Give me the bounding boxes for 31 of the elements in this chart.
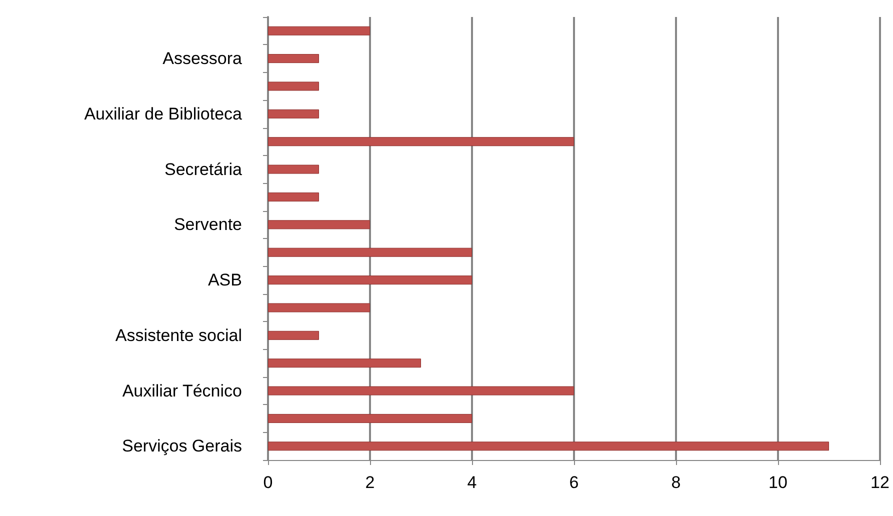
y-tick-label: Auxiliar Técnico xyxy=(122,381,242,400)
x-tick-label: 10 xyxy=(768,473,788,492)
x-tick-label: 8 xyxy=(671,473,681,492)
y-tick-label: Serviços Gerais xyxy=(122,436,242,456)
x-tick-label: 0 xyxy=(263,473,273,492)
bar xyxy=(268,386,574,396)
bar xyxy=(268,248,472,257)
bar xyxy=(268,442,829,451)
y-tick-label: Auxiliar de Biblioteca xyxy=(84,104,243,124)
bar xyxy=(268,26,370,36)
bar xyxy=(268,276,472,285)
x-tick-label: 2 xyxy=(365,473,375,492)
bar xyxy=(268,330,319,340)
bar xyxy=(268,54,319,64)
bar xyxy=(268,82,319,91)
y-tick-label: Secretária xyxy=(164,160,243,179)
x-tick-label: 6 xyxy=(569,473,579,492)
bar xyxy=(268,220,370,230)
bar xyxy=(268,303,370,312)
x-tick-label: 4 xyxy=(467,473,477,492)
y-tick-label: Assistente social xyxy=(115,326,242,345)
bar xyxy=(268,414,472,423)
bar xyxy=(268,192,319,202)
y-tick-label: Assessora xyxy=(162,49,243,68)
y-tick-label: ASB xyxy=(208,270,242,290)
bar xyxy=(268,137,574,146)
bar xyxy=(268,164,319,174)
y-tick-label: Servente xyxy=(174,215,242,234)
bar xyxy=(268,109,319,118)
bar xyxy=(268,358,421,368)
x-tick-label: 12 xyxy=(870,473,890,492)
